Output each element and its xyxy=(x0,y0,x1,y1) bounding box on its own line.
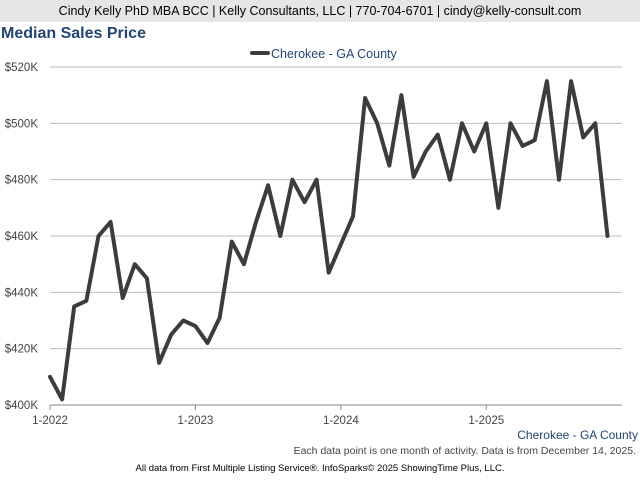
x-tick-label: 1-2024 xyxy=(323,415,359,427)
y-tick-label: $400K xyxy=(5,400,39,412)
data-point[interactable] xyxy=(604,233,610,239)
data-point[interactable] xyxy=(205,340,211,346)
data-point[interactable] xyxy=(338,241,344,247)
chart-title: Median Sales Price xyxy=(1,25,146,42)
data-point[interactable] xyxy=(241,261,247,267)
data-point[interactable] xyxy=(411,174,417,180)
data-point[interactable] xyxy=(59,396,65,402)
data-point[interactable] xyxy=(398,92,404,98)
data-point[interactable] xyxy=(520,143,526,149)
data-point[interactable] xyxy=(265,182,271,188)
data-point[interactable] xyxy=(289,177,295,183)
chart-legend[interactable]: Cherokee - GA County xyxy=(250,47,398,61)
contact-header-bar: Cindy Kelly PhD MBA BCC | Kelly Consulta… xyxy=(0,0,640,22)
data-point[interactable] xyxy=(580,134,586,140)
data-point[interactable] xyxy=(544,78,550,84)
data-point[interactable] xyxy=(592,120,598,126)
data-point[interactable] xyxy=(253,219,259,225)
data-point[interactable] xyxy=(326,270,332,276)
y-tick-label: $500K xyxy=(5,118,39,130)
data-point[interactable] xyxy=(532,137,538,143)
data-point[interactable] xyxy=(495,205,501,211)
data-point[interactable] xyxy=(556,177,562,183)
data-point[interactable] xyxy=(447,177,453,183)
data-point[interactable] xyxy=(374,120,380,126)
data-point[interactable] xyxy=(217,315,223,321)
data-point[interactable] xyxy=(386,163,392,169)
data-point[interactable] xyxy=(144,275,150,281)
data-point[interactable] xyxy=(95,233,101,239)
data-point[interactable] xyxy=(277,233,283,239)
data-point[interactable] xyxy=(192,323,198,329)
x-tick-label: 1-2023 xyxy=(178,415,214,427)
x-tick-label: 1-2025 xyxy=(468,415,504,427)
data-point[interactable] xyxy=(168,332,174,338)
data-point[interactable] xyxy=(108,219,114,225)
data-point[interactable] xyxy=(459,120,465,126)
data-point[interactable] xyxy=(156,360,162,366)
y-tick-label: $520K xyxy=(5,62,39,74)
data-point[interactable] xyxy=(83,298,89,304)
data-point[interactable] xyxy=(229,239,235,245)
data-point[interactable] xyxy=(362,95,368,101)
data-point[interactable] xyxy=(47,374,53,380)
data-point[interactable] xyxy=(350,213,356,219)
data-point[interactable] xyxy=(71,303,77,309)
data-point[interactable] xyxy=(314,177,320,183)
data-point[interactable] xyxy=(471,149,477,155)
series-line-0[interactable] xyxy=(48,79,610,402)
contact-info-text: Cindy Kelly PhD MBA BCC | Kelly Consulta… xyxy=(58,4,582,18)
y-tick-label: $460K xyxy=(5,231,39,243)
data-point[interactable] xyxy=(435,132,441,138)
data-point[interactable] xyxy=(483,120,489,126)
data-point[interactable] xyxy=(423,149,429,155)
data-source-note: Each data point is one month of activity… xyxy=(293,445,636,457)
y-tick-label: $420K xyxy=(5,344,39,356)
copyright-credit: All data from First Multiple Listing Ser… xyxy=(135,463,505,474)
series-axis-label: Cherokee - GA County xyxy=(517,428,638,442)
data-point[interactable] xyxy=(508,120,514,126)
legend-entry-label: Cherokee - GA County xyxy=(271,47,398,61)
data-point[interactable] xyxy=(132,261,138,267)
data-point[interactable] xyxy=(120,295,126,301)
y-tick-label: $440K xyxy=(5,287,39,299)
data-point[interactable] xyxy=(301,199,307,205)
x-tick-label: 1-2022 xyxy=(32,415,68,427)
data-point[interactable] xyxy=(568,78,574,84)
y-tick-label: $480K xyxy=(5,175,39,187)
data-point[interactable] xyxy=(180,318,186,324)
